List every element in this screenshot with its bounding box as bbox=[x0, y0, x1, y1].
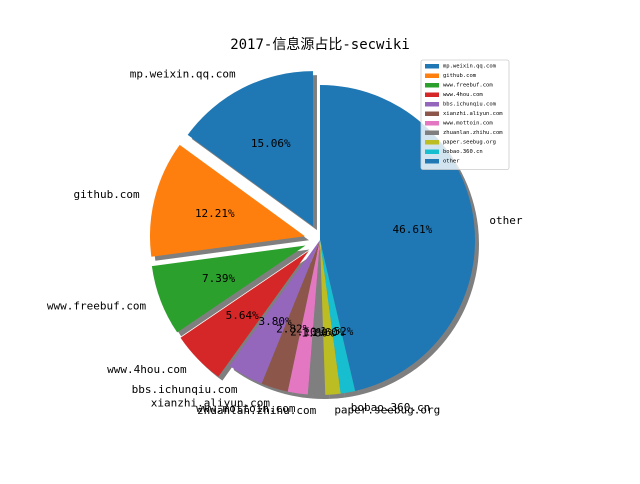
pie-slice-www-freebuf-com bbox=[151, 245, 306, 333]
percent-label-www-freebuf-com: 7.39% bbox=[202, 272, 235, 285]
legend-swatch-xianzhi-aliyun-com bbox=[425, 111, 439, 116]
category-label-github-com: github.com bbox=[73, 188, 140, 201]
pie-slice-github-com bbox=[149, 144, 305, 257]
pie-slice-bbs-ichunqiu-com bbox=[229, 240, 320, 384]
category-label-other: other bbox=[489, 214, 522, 227]
legend-label-mp-weixin-qq-com: mp.weixin.qq.com bbox=[443, 64, 497, 70]
legend-label-paper-seebug-org: paper.seebug.org bbox=[443, 140, 496, 146]
percent-label-other: 46.61% bbox=[393, 223, 433, 236]
legend-label-xianzhi-aliyun-com: xianzhi.aliyun.com bbox=[443, 111, 503, 117]
pie-slices bbox=[149, 71, 475, 396]
legend-label-other: other bbox=[443, 159, 460, 165]
pie-slice-www-4hou-com bbox=[180, 250, 309, 377]
percent-labels: 15.06% 12.21% 7.39% 5.64% 3.80%2.82%2.10%1.8… bbox=[195, 137, 433, 340]
category-label-www-4hou-com: www.4hou.com bbox=[107, 363, 187, 376]
legend-label-www-mottoin-com: www.mottoin.com bbox=[443, 121, 493, 127]
category-label-paper-seebug-org: paper.seebug.org bbox=[334, 403, 440, 416]
percent-label-github-com: 12.21% bbox=[195, 207, 235, 220]
pie-slice-xianzhi-aliyun-com bbox=[261, 240, 320, 392]
percent-label-paper-seebug-org: 1.60% bbox=[311, 326, 344, 339]
legend-label-bobao-360-cn: bobao.360.cn bbox=[443, 149, 483, 155]
percent-label-www-mottoin-com: 2.10% bbox=[290, 326, 323, 339]
legend-label-github-com: github.com bbox=[443, 73, 477, 79]
legend-label-www-4hou-com: www.4hou.com bbox=[443, 92, 483, 98]
legend-swatch-bbs-ichunqiu-com bbox=[425, 102, 439, 107]
legend-label-bbs-ichunqiu-com: bbs.ichunqiu.com bbox=[443, 102, 497, 108]
category-label-bbs-ichunqiu-com: bbs.ichunqiu.com bbox=[132, 383, 238, 396]
legend-swatch-www-4hou-com bbox=[425, 92, 439, 97]
category-label-www-mottoin-com: www.mottoin.com bbox=[196, 402, 296, 415]
category-label-www-freebuf-com: www.freebuf.com bbox=[47, 300, 147, 313]
legend-label-www-freebuf-com: www.freebuf.com bbox=[443, 83, 493, 89]
pie-slice-bobao-360-cn bbox=[320, 240, 356, 394]
pie-slice-www-mottoin-com bbox=[287, 240, 320, 395]
percent-label-bbs-ichunqiu-com: 3.80% bbox=[258, 315, 291, 328]
legend-swatch-www-mottoin-com bbox=[425, 121, 439, 126]
category-labels: mp.weixin.qq.com github.com www.freebuf.co… bbox=[47, 68, 523, 417]
percent-label-www-4hou-com: 5.64% bbox=[226, 309, 259, 322]
legend-frame bbox=[420, 59, 510, 170]
percent-label-bobao-360-cn: 1.52% bbox=[320, 325, 353, 338]
legend-swatch-zhuanlan-zhihu-com bbox=[425, 130, 439, 135]
pie-slice-zhuanlan-zhihu-com bbox=[307, 240, 326, 396]
legend-swatch-mp-weixin-qq-com bbox=[425, 64, 439, 69]
pie-slice-paper-seebug-org bbox=[320, 240, 341, 395]
percent-label-mp-weixin-qq-com: 15.06% bbox=[251, 137, 291, 150]
category-label-xianzhi-aliyun-com: xianzhi.aliyun.com bbox=[151, 396, 271, 409]
category-label-bobao-360-cn: bobao.360.cn bbox=[351, 401, 430, 414]
pie-slice-mp-weixin-qq-com bbox=[187, 71, 313, 227]
percent-label-zhuanlan-zhihu-com: 1.80% bbox=[301, 326, 334, 339]
legend-swatch-bobao-360-cn bbox=[425, 149, 439, 154]
category-label-mp-weixin-qq-com: mp.weixin.qq.com bbox=[130, 68, 236, 81]
legend-swatch-github-com bbox=[425, 73, 439, 78]
legend-swatch-other bbox=[425, 159, 439, 164]
chart-title: 2017-信息源占比-secwiki bbox=[230, 36, 410, 53]
legend: mp.weixin.qq.com github.com www.freebuf.co… bbox=[420, 59, 510, 170]
category-label-zhuanlan-zhihu-com: zhuanlan.zhihu.com bbox=[197, 404, 317, 417]
legend-swatch-www-freebuf-com bbox=[425, 83, 439, 88]
percent-label-xianzhi-aliyun-com: 2.82% bbox=[276, 322, 309, 335]
legend-label-zhuanlan-zhihu-com: zhuanlan.zhihu.com bbox=[443, 130, 503, 136]
legend-swatch-paper-seebug-org bbox=[425, 140, 439, 145]
